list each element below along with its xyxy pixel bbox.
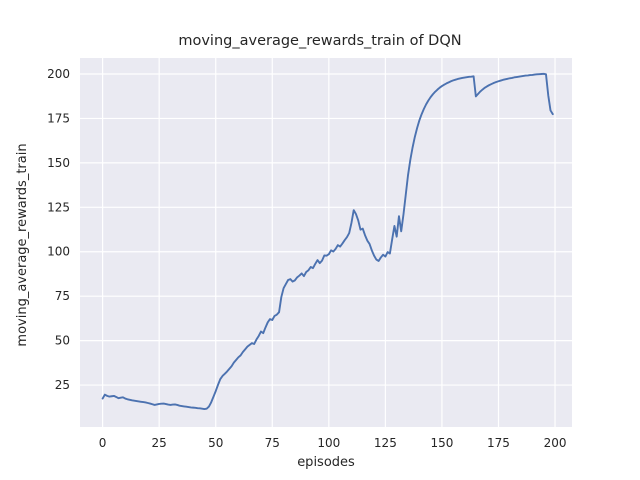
x-tick-label: 0 [99, 436, 107, 450]
y-tick-label: 100 [47, 245, 70, 259]
y-tick-label: 75 [55, 289, 70, 303]
y-tick-label: 25 [55, 378, 70, 392]
x-tick-label: 175 [487, 436, 510, 450]
x-tick-label: 50 [208, 436, 223, 450]
plot-background [80, 58, 572, 427]
chart-title: moving_average_rewards_train of DQN [178, 33, 461, 49]
x-tick-label: 75 [265, 436, 280, 450]
y-tick-label: 200 [47, 67, 70, 81]
y-gridlines [80, 73, 572, 386]
x-gridlines [102, 58, 556, 427]
x-tick-label: 150 [430, 436, 453, 450]
x-axis-label: episodes [297, 455, 355, 470]
x-tick-label: 200 [544, 436, 567, 450]
y-tick-label: 125 [47, 200, 70, 214]
y-tick-label: 175 [47, 111, 70, 125]
y-axis-label: moving_average_rewards_train [15, 143, 30, 346]
y-tick-label: 50 [55, 334, 70, 348]
y-tick-label: 150 [47, 156, 70, 170]
x-tick-label: 125 [374, 436, 397, 450]
x-tick-label: 25 [152, 436, 167, 450]
y-tick-labels: 25 50 75 100 125 150 175 200 [47, 67, 70, 392]
x-tick-label: 100 [317, 436, 340, 450]
x-tick-labels: 0 25 50 75 100 125 150 175 200 [99, 436, 567, 450]
reward-line [101, 72, 554, 410]
